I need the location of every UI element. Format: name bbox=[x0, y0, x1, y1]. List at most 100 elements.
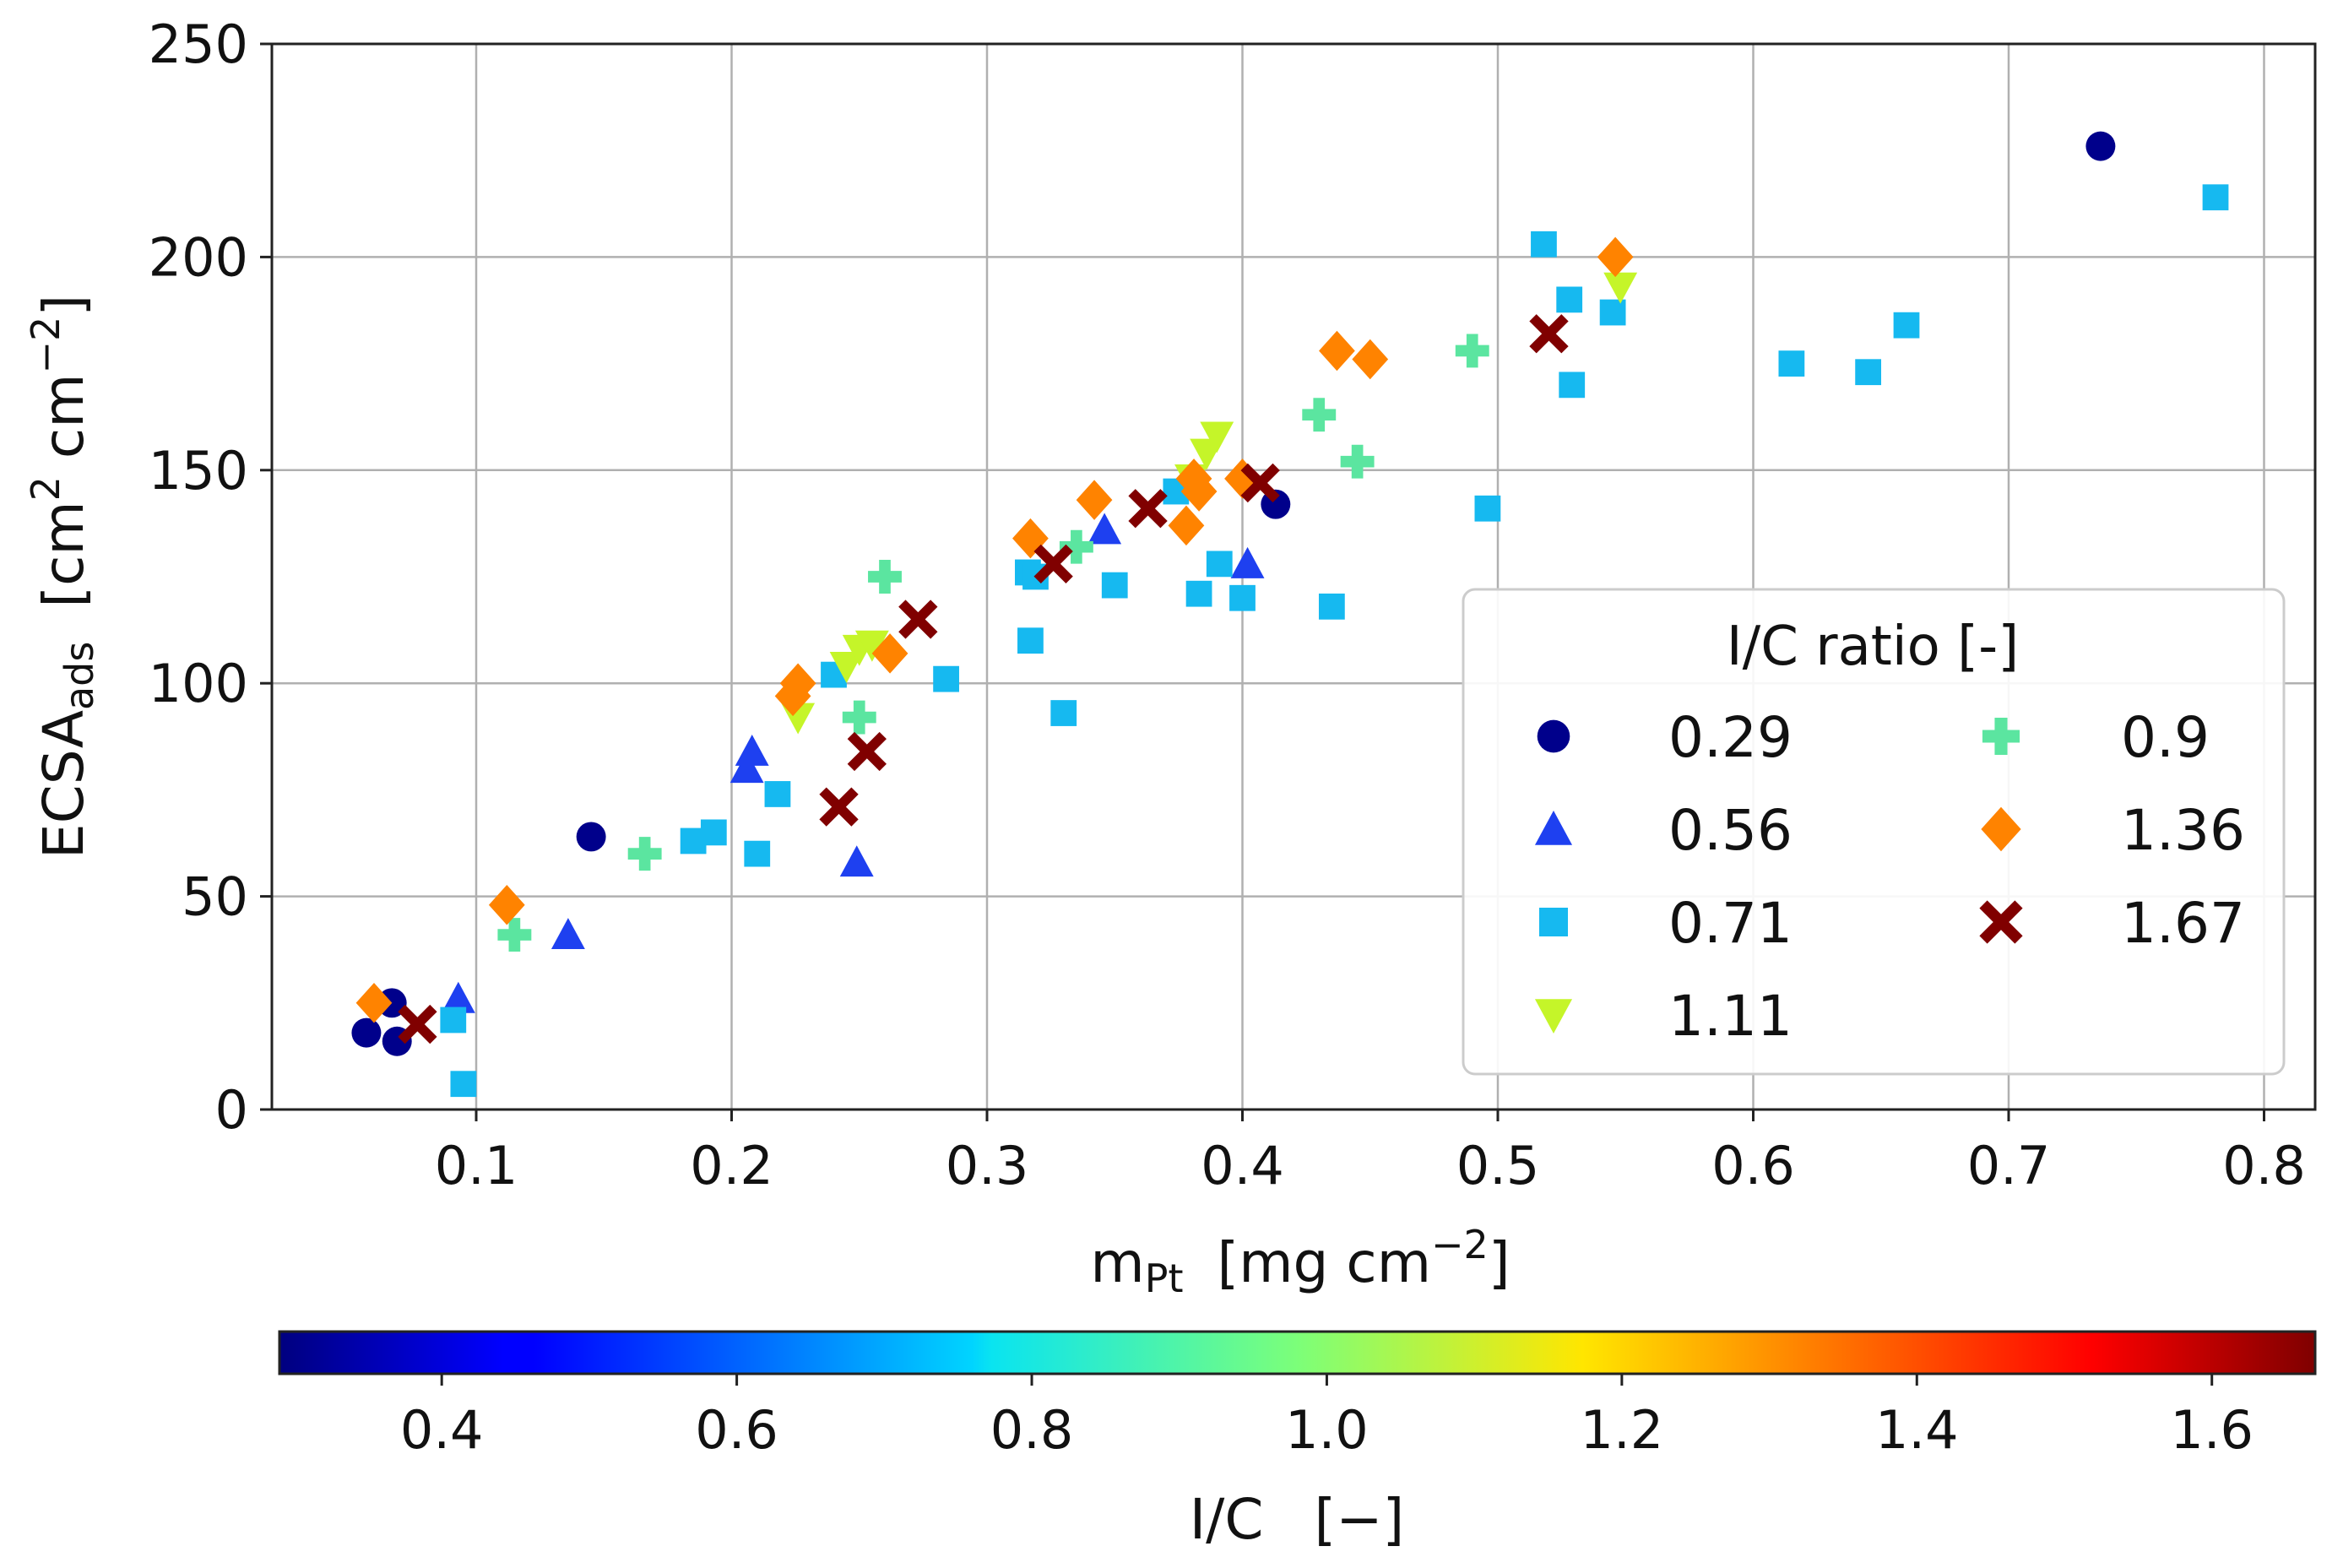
colorbar-tick-label: 0.8 bbox=[990, 1399, 1074, 1461]
legend-label: 1.36 bbox=[2121, 798, 2245, 863]
legend-marker-1_67 bbox=[1979, 900, 2023, 944]
data-point-1_67 bbox=[847, 731, 887, 772]
legend-label: 0.71 bbox=[1668, 891, 1793, 956]
data-point-0_29 bbox=[2085, 131, 2116, 161]
data-point-0_9 bbox=[1340, 444, 1375, 479]
data-point-0_71 bbox=[1474, 495, 1501, 522]
data-point-1_36 bbox=[1168, 505, 1205, 546]
data-point-0_71 bbox=[1599, 299, 1626, 326]
data-point-1_36 bbox=[488, 884, 525, 925]
data-point-1_36 bbox=[355, 983, 393, 1023]
x-tick-label: 0.1 bbox=[435, 1135, 518, 1196]
scatter-points bbox=[351, 131, 2229, 1098]
legend-label: 0.9 bbox=[2121, 705, 2210, 770]
data-point-0_56 bbox=[735, 735, 769, 766]
data-point-0_71 bbox=[440, 1006, 467, 1034]
colorbar-tick-label: 1.2 bbox=[1581, 1399, 1664, 1461]
y-tick-label: 200 bbox=[149, 226, 248, 288]
data-point-1_11 bbox=[1603, 272, 1638, 304]
data-point-0_56 bbox=[550, 918, 585, 949]
data-point-1_67 bbox=[898, 600, 938, 639]
data-point-0_9 bbox=[868, 560, 902, 594]
data-point-0_9 bbox=[497, 918, 532, 952]
legend-marker-1_11 bbox=[1534, 999, 1573, 1034]
data-point-0_9 bbox=[1302, 398, 1337, 432]
colorbar-tick-label: 0.4 bbox=[400, 1399, 484, 1461]
data-point-0_71 bbox=[700, 819, 727, 846]
data-point-0_71 bbox=[1778, 350, 1805, 377]
data-point-0_71 bbox=[1017, 627, 1044, 654]
data-point-0_71 bbox=[1101, 572, 1128, 599]
legend-marker-0_29 bbox=[1537, 719, 1570, 753]
data-point-0_29 bbox=[576, 822, 606, 852]
data-point-1_36 bbox=[1352, 339, 1389, 380]
data-point-0_71 bbox=[1185, 580, 1212, 607]
x-tick-label: 0.5 bbox=[1456, 1135, 1540, 1196]
colorbar-tick-label: 0.6 bbox=[695, 1399, 778, 1461]
colorbar-tick-label: 1.0 bbox=[1285, 1399, 1369, 1461]
legend-label: 1.11 bbox=[1668, 984, 1793, 1049]
x-axis-label: mPt [mg cm−2] bbox=[1090, 1222, 1510, 1301]
data-point-0_9 bbox=[1059, 529, 1093, 564]
x-tick-label: 0.7 bbox=[1967, 1135, 2051, 1196]
data-point-1_67 bbox=[1033, 544, 1073, 584]
data-point-0_71 bbox=[1855, 359, 1882, 386]
y-tick-label: 150 bbox=[149, 440, 248, 502]
data-point-0_56 bbox=[1230, 546, 1265, 578]
data-point-0_71 bbox=[1229, 584, 1256, 611]
data-point-0_71 bbox=[450, 1071, 477, 1098]
data-point-0_71 bbox=[1559, 372, 1586, 399]
data-point-0_71 bbox=[1318, 593, 1345, 620]
y-tick-label: 250 bbox=[149, 14, 248, 75]
data-point-0_56 bbox=[1087, 513, 1122, 545]
data-point-0_71 bbox=[764, 781, 791, 807]
data-point-0_71 bbox=[1556, 286, 1583, 313]
data-point-1_11 bbox=[829, 652, 864, 683]
data-point-0_9 bbox=[842, 700, 876, 735]
data-point-0_56 bbox=[839, 845, 874, 877]
data-point-0_71 bbox=[1206, 551, 1233, 578]
data-point-1_36 bbox=[1076, 480, 1113, 520]
data-point-1_67 bbox=[1128, 489, 1168, 529]
data-point-0_9 bbox=[1455, 334, 1489, 368]
legend-label: 0.56 bbox=[1668, 798, 1793, 863]
x-axis-ticks: 0.1 0.2 0.3 0.4 0.5 0.6 0.7 0.8 bbox=[435, 1110, 2306, 1196]
colorbar-ticks: 0.4 0.6 0.8 1.0 1.2 1.4 1.6 bbox=[400, 1374, 2254, 1461]
data-point-1_67 bbox=[1240, 463, 1280, 503]
data-point-0_71 bbox=[1050, 700, 1077, 726]
data-point-0_9 bbox=[627, 837, 662, 871]
legend-label: 0.29 bbox=[1668, 705, 1793, 770]
data-point-1_36 bbox=[1597, 236, 1634, 278]
plot-area bbox=[270, 42, 2317, 1111]
data-point-0_71 bbox=[2202, 184, 2229, 211]
x-tick-label: 0.4 bbox=[1201, 1135, 1284, 1196]
data-point-1_36 bbox=[871, 633, 908, 674]
data-point-0_71 bbox=[933, 665, 959, 692]
data-point-0_29 bbox=[351, 1017, 382, 1048]
data-point-1_36 bbox=[1319, 330, 1355, 372]
y-axis-ticks: 0 50 100 150 200 250 bbox=[149, 14, 272, 1141]
data-point-1_11 bbox=[854, 630, 889, 662]
legend-box bbox=[1462, 588, 2286, 1076]
legend-marker-0_71 bbox=[1538, 907, 1569, 937]
data-point-1_67 bbox=[819, 787, 859, 827]
legend: I/C ratio [-] 0.29 0.56 0.71 1.11 0.9 1.36 1.6… bbox=[1462, 588, 2286, 1076]
y-axis-label: ECSAads[cm2 cm−2] bbox=[23, 295, 102, 859]
legend-marker-0_9 bbox=[1982, 717, 2020, 756]
data-point-0_56 bbox=[441, 981, 475, 1013]
colorbar: 0.4 0.6 0.8 1.0 1.2 1.4 1.6 I/C [−] bbox=[278, 1330, 2317, 1552]
data-point-1_67 bbox=[1529, 314, 1569, 354]
data-point-0_71 bbox=[1893, 312, 1920, 339]
legend-label: 1.67 bbox=[2121, 891, 2245, 956]
y-tick-label: 100 bbox=[149, 653, 248, 714]
data-point-1_67 bbox=[398, 1004, 437, 1044]
y-tick-label: 50 bbox=[182, 866, 248, 928]
legend-entries: 0.29 0.56 0.71 1.11 0.9 1.36 1.67 bbox=[1534, 705, 2245, 1049]
data-point-0_71 bbox=[1531, 231, 1557, 258]
x-tick-label: 0.2 bbox=[690, 1135, 773, 1196]
x-tick-label: 0.6 bbox=[1711, 1135, 1795, 1196]
x-tick-label: 0.3 bbox=[946, 1135, 1029, 1196]
legend-title: I/C ratio [-] bbox=[1727, 616, 2019, 678]
data-point-1_36 bbox=[1180, 471, 1218, 512]
